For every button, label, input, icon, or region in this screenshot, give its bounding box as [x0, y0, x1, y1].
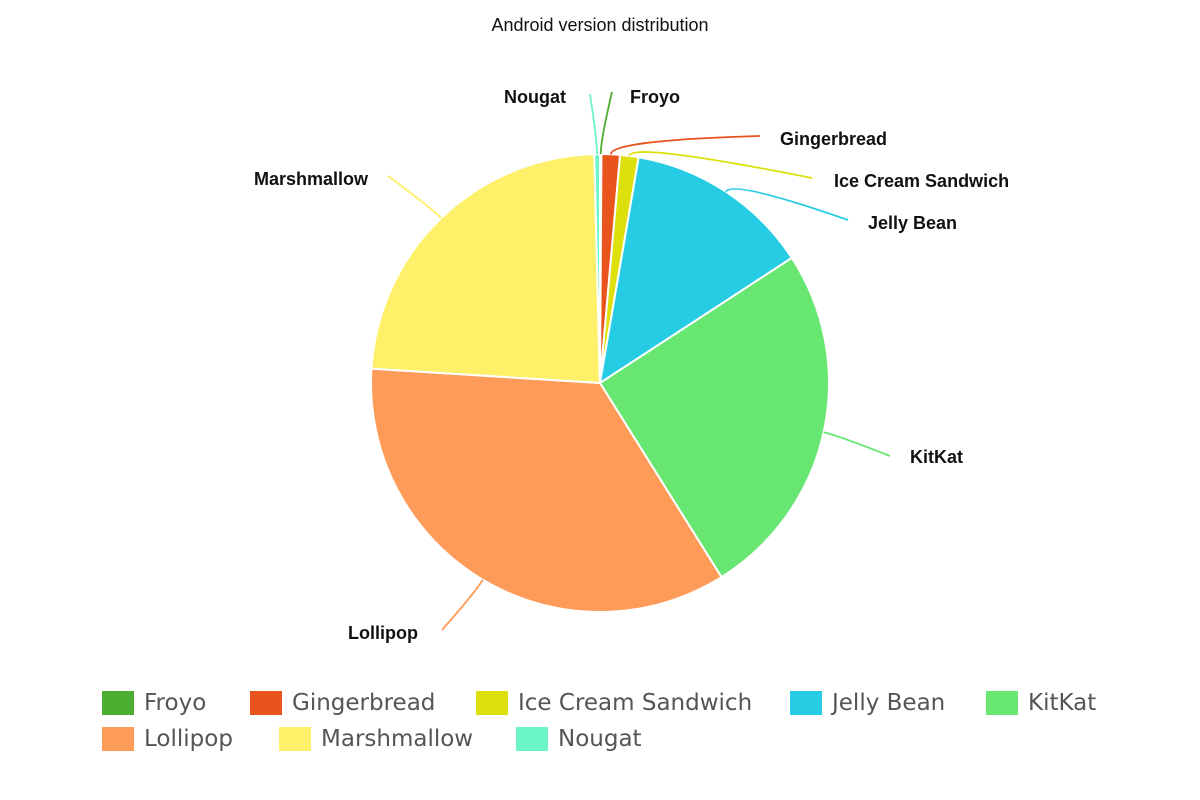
legend-label: KitKat [1028, 690, 1097, 716]
legend-label: Jelly Bean [832, 690, 946, 716]
legend-item-froyo[interactable]: Froyo [102, 690, 206, 716]
pie-slice-jelly-bean[interactable] [598, 156, 794, 386]
legend-swatch [476, 691, 508, 715]
legend-item-marshmallow[interactable]: Marshmallow [279, 726, 473, 752]
pie-slices [370, 152, 830, 613]
legend-label: Marshmallow [321, 726, 474, 752]
leader-line-nougat [589, 93, 599, 155]
legend-label: Ice Cream Sandwich [518, 690, 753, 716]
legend-swatch [516, 727, 548, 751]
slice-label-nougat: Nougat [504, 87, 566, 107]
legend-swatch [102, 727, 134, 751]
legend-swatch [250, 691, 282, 715]
slice-label-ice-cream-sandwich: Ice Cream Sandwich [834, 171, 1009, 191]
legend-item-nougat[interactable]: Nougat [516, 726, 642, 752]
legend-swatch [986, 691, 1018, 715]
leader-line-marshmallow [387, 175, 442, 219]
slice-labels: Froyo Gingerbread Ice Cream Sandwich Jelly … [254, 87, 1009, 643]
legend-label: Froyo [144, 690, 207, 716]
leader-line-jelly-bean [724, 188, 849, 221]
leader-line-kitkat [823, 431, 891, 457]
legend-swatch [279, 727, 311, 751]
leader-line-ice-cream-sandwich [628, 151, 813, 179]
slice-label-gingerbread: Gingerbread [780, 129, 887, 149]
legend-label: Gingerbread [292, 690, 436, 716]
legend-item-ice-cream-sandwich[interactable]: Ice Cream Sandwich [476, 690, 752, 716]
pie-slice-kitkat[interactable] [598, 256, 830, 579]
pie-slice-marshmallow[interactable] [370, 153, 602, 385]
leader-lines [387, 91, 891, 631]
legend-swatch [790, 691, 822, 715]
legend-item-kitkat[interactable]: KitKat [986, 690, 1096, 716]
slice-label-kitkat: KitKat [910, 447, 963, 467]
leader-line-gingerbread [609, 135, 761, 155]
legend-label: Nougat [558, 726, 642, 752]
leader-line-lollipop [441, 579, 484, 631]
slice-label-lollipop: Lollipop [348, 623, 418, 643]
slice-label-jelly-bean: Jelly Bean [868, 213, 957, 233]
legend-label: Lollipop [144, 726, 233, 752]
legend-item-gingerbread[interactable]: Gingerbread [250, 690, 435, 716]
slice-label-marshmallow: Marshmallow [254, 169, 369, 189]
pie-slice-lollipop[interactable] [370, 367, 723, 613]
leader-line-froyo [599, 91, 613, 155]
legend-swatch [102, 691, 134, 715]
legend-item-lollipop[interactable]: Lollipop [102, 726, 233, 752]
slice-label-froyo: Froyo [630, 87, 680, 107]
legend-item-jelly-bean[interactable]: Jelly Bean [790, 690, 945, 716]
chart-title: Android version distribution [491, 15, 709, 35]
